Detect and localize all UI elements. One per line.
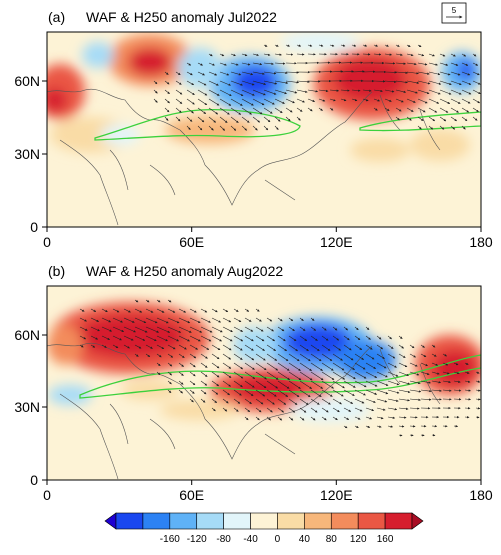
panel-a-ytick-0: 0 — [30, 219, 38, 235]
panel-a-ytick-30n: 30N — [14, 146, 40, 162]
colorbar-cell — [412, 513, 423, 529]
panel-b-xtick-180: 180 — [469, 487, 493, 503]
panel-b-xtick-0: 0 — [43, 487, 51, 503]
colorbar-tick-label: -120 — [187, 534, 207, 545]
colorbar-cell — [358, 513, 385, 529]
panel-b-ytick-30n: 30N — [14, 399, 40, 415]
panel-b: (b) WAF & H250 anomaly Aug2022 — [14, 263, 493, 503]
panel-a-ytick-60n: 60N — [14, 73, 40, 89]
colorbar-tick-label: -80 — [216, 534, 231, 545]
colorbar-cell — [105, 513, 116, 529]
colorbar-cell — [143, 513, 170, 529]
colorbar-tick-label: 160 — [377, 534, 394, 545]
colorbar-cell — [331, 513, 358, 529]
reference-vector-label: 5 — [452, 6, 457, 15]
panel-a-title: WAF & H250 anomaly Jul2022 — [86, 9, 277, 25]
panel-a-label: (a) — [48, 9, 65, 25]
panel-b-ytick-60n: 60N — [14, 327, 40, 343]
colorbar-tick-label: 120 — [350, 534, 367, 545]
panel-b-xtick-60e: 60E — [179, 487, 204, 503]
panel-a-xtick-120e: 120E — [320, 234, 353, 250]
panel-a: (a) WAF & H250 anomaly Jul2022 5 — [14, 3, 493, 250]
panel-a-xtick-0: 0 — [43, 234, 51, 250]
colorbar-cell — [170, 513, 197, 529]
panel-b-map — [47, 286, 485, 480]
panel-b-title: WAF & H250 anomaly Aug2022 — [86, 263, 283, 279]
colorbar-cell — [197, 513, 224, 529]
colorbar-tick-label: -160 — [160, 534, 180, 545]
panel-a-map — [35, 32, 482, 227]
colorbar-cell — [385, 513, 412, 529]
colorbar-tick-label: 0 — [275, 534, 281, 545]
colorbar-tick-label: -40 — [243, 534, 258, 545]
panel-b-label: (b) — [48, 263, 65, 279]
panel-b-xtick-120e: 120E — [320, 487, 353, 503]
reference-vector: 5 — [442, 3, 466, 23]
colorbar-cell — [304, 513, 331, 529]
colorbar-cell — [116, 513, 143, 529]
panel-a-xtick-60e: 60E — [179, 234, 204, 250]
panel-a-xtick-180: 180 — [469, 234, 493, 250]
colorbar-cell — [277, 513, 304, 529]
panel-b-ytick-0: 0 — [30, 472, 38, 488]
colorbar-cell — [224, 513, 251, 529]
colorbar-tick-label: 40 — [299, 534, 311, 545]
colorbar: -160 -120 -80 -40 0 40 80 120 160 — [105, 513, 423, 545]
colorbar-cell — [251, 513, 278, 529]
colorbar-tick-label: 80 — [326, 534, 338, 545]
